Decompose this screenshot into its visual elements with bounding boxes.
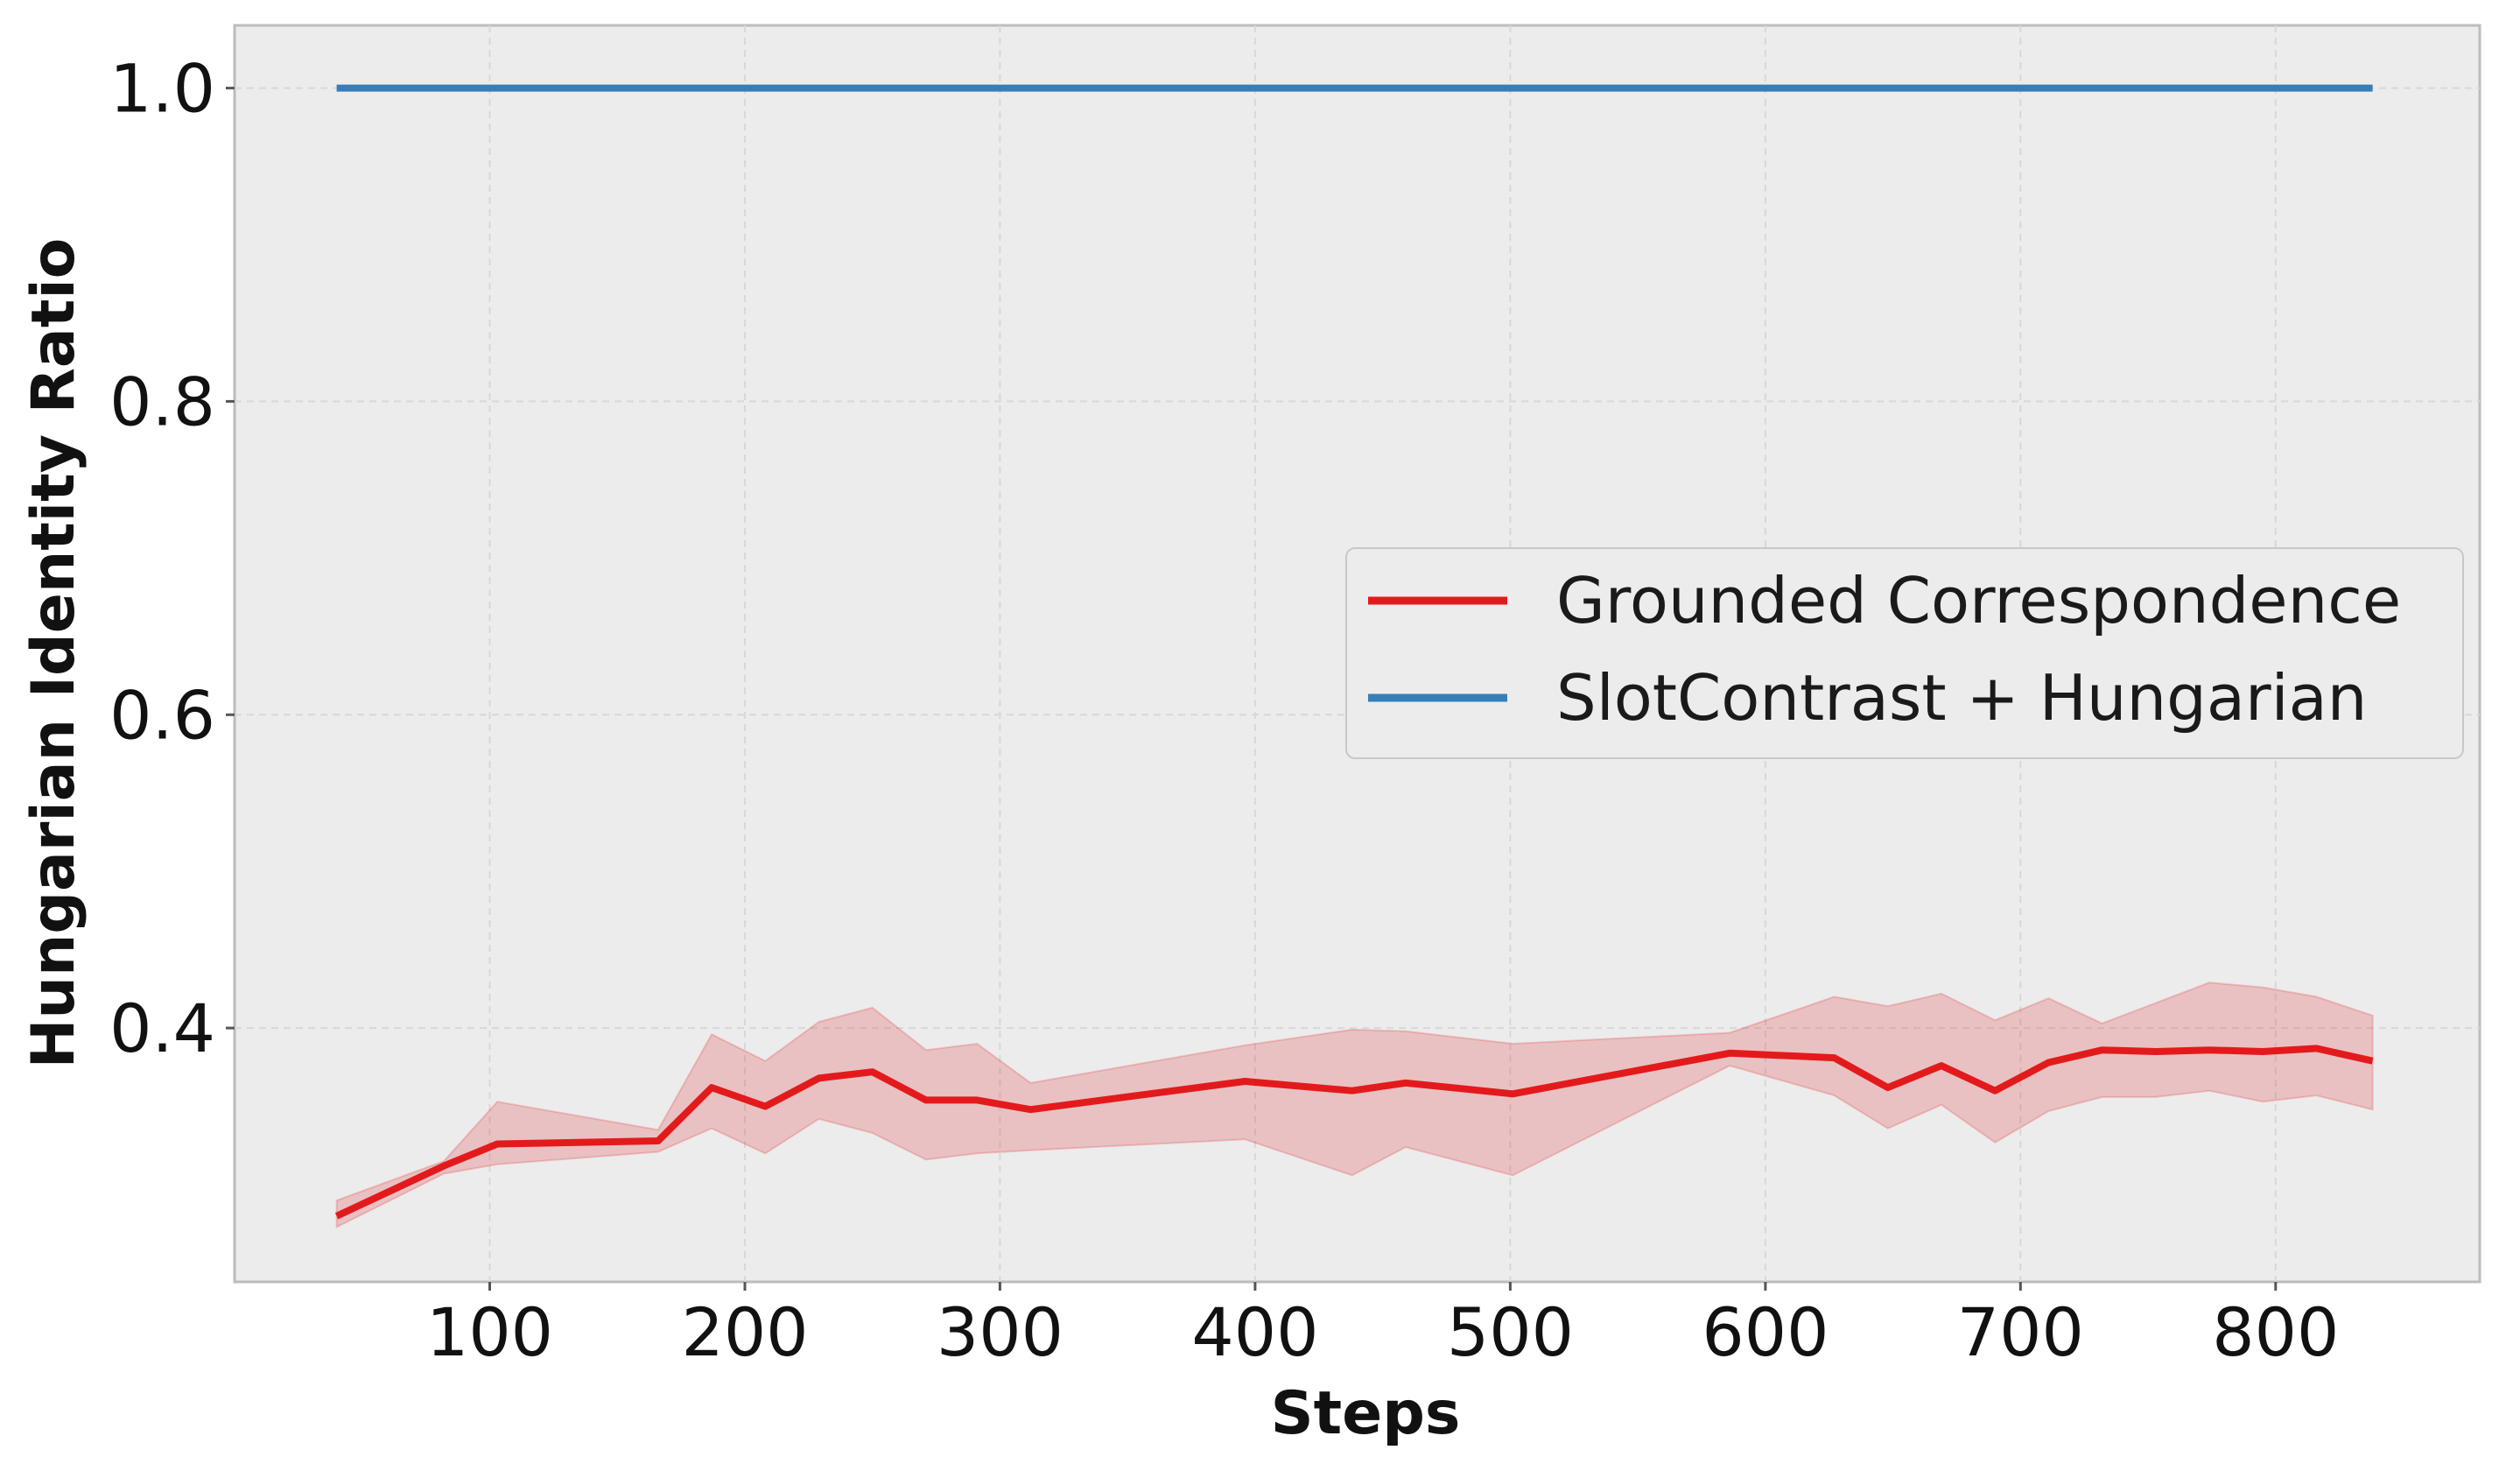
series-lines bbox=[334, 84, 2374, 1220]
legend-frame bbox=[1345, 547, 2464, 759]
legend: Grounded Correspondence SlotContrast + H… bbox=[1345, 547, 2464, 759]
series-line-0 bbox=[334, 1045, 2374, 1220]
x-tick-label: 500 bbox=[1447, 1293, 1574, 1371]
x-axis-label: Steps bbox=[1271, 1379, 1461, 1448]
y-axis-label: Hungarian Identity Ratio bbox=[19, 238, 88, 1069]
y-tick-label: 1.0 bbox=[109, 50, 215, 128]
x-tick-label: 800 bbox=[2212, 1293, 2339, 1371]
y-tick-label: 0.8 bbox=[109, 362, 215, 440]
confidence-band-0 bbox=[335, 982, 2374, 1229]
x-tick-label: 700 bbox=[1957, 1293, 2084, 1371]
x-tick-label: 200 bbox=[681, 1293, 808, 1371]
x-tick-label: 600 bbox=[1702, 1293, 1829, 1371]
legend-label-slotcontrast-hungarian: SlotContrast + Hungarian bbox=[1556, 661, 2367, 735]
confidence-bands bbox=[335, 982, 2374, 1229]
y-tick-label: 0.6 bbox=[109, 676, 215, 754]
y-tick-label: 0.4 bbox=[109, 989, 215, 1067]
x-axis-ticks: 100 200 300 400 500 600 700 800 bbox=[426, 1282, 2339, 1371]
x-tick-label: 300 bbox=[937, 1293, 1063, 1371]
y-axis-ticks: 0.4 0.6 0.8 1.0 bbox=[109, 50, 235, 1067]
x-tick-label: 400 bbox=[1191, 1293, 1318, 1371]
legend-label-grounded-correspondence: Grounded Correspondence bbox=[1556, 564, 2401, 637]
x-tick-label: 100 bbox=[426, 1293, 553, 1371]
